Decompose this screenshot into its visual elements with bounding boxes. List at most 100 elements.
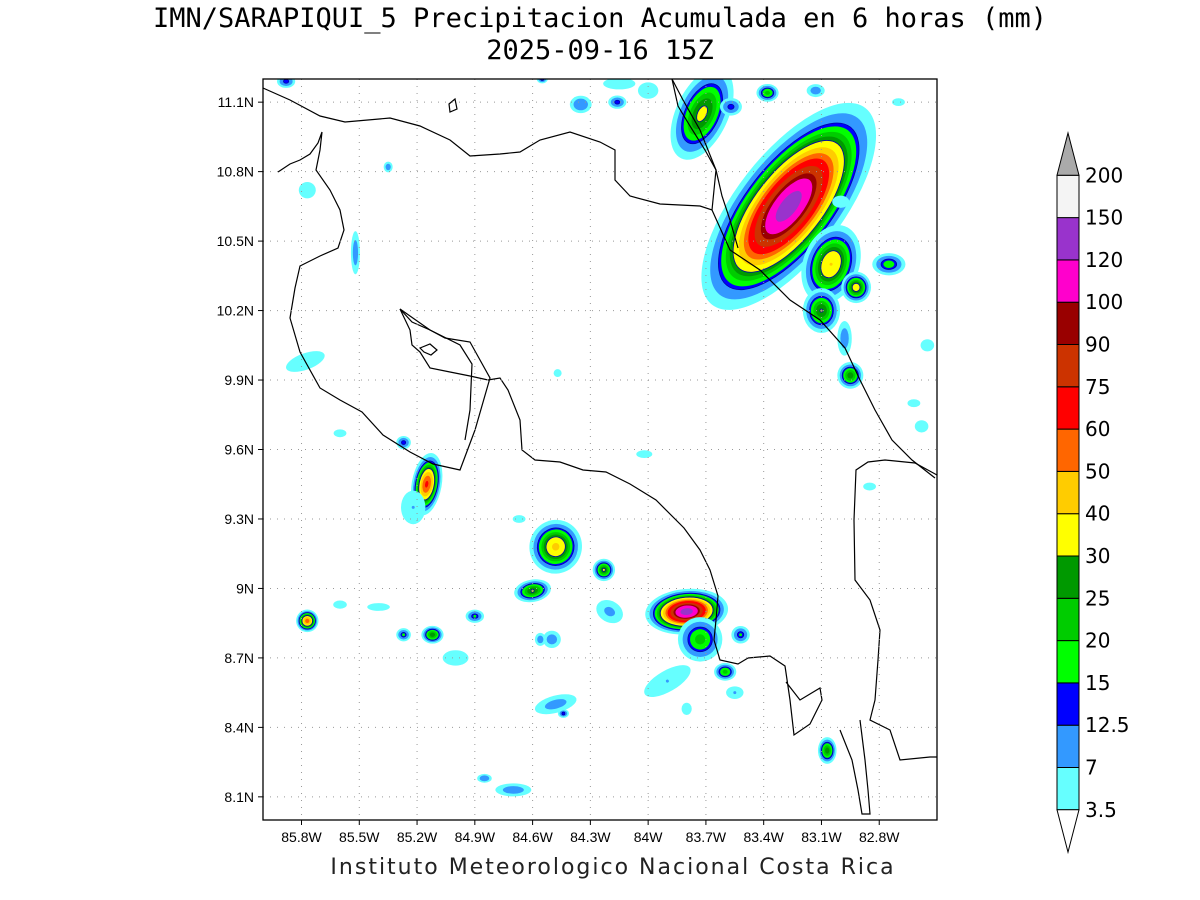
rain-cell	[920, 339, 935, 352]
colorbar-label: 7	[1085, 756, 1098, 780]
contour-band	[402, 633, 406, 637]
contour-band	[385, 163, 391, 171]
colorbar-segment	[1056, 767, 1080, 811]
rain-cell	[333, 429, 347, 438]
lake-island-north	[448, 97, 458, 113]
contour-band	[907, 399, 921, 408]
colorbar: 3.5 7 12.5 15 20 25 30 40 50 60 75 90 100 120 150 200	[1056, 131, 1130, 855]
contour-band	[637, 82, 659, 99]
contour-band	[722, 669, 728, 674]
contour-band	[739, 633, 743, 637]
colorbar-label: 150	[1085, 206, 1123, 230]
colorbar-segment	[1056, 217, 1080, 261]
colorbar-label: 25	[1085, 586, 1110, 610]
rain-cell	[841, 271, 872, 304]
colorbar-segment	[1056, 470, 1080, 515]
x-tick-label: 83.1W	[801, 829, 842, 845]
x-tick-label: 84.9W	[455, 829, 496, 845]
contour-band	[829, 262, 833, 266]
rain-cell	[333, 600, 347, 609]
rain-cell	[726, 686, 744, 699]
contour-band	[680, 608, 693, 616]
contour-band	[601, 568, 606, 572]
contour-band	[920, 339, 935, 352]
y-tick-label: 8.7N	[224, 650, 254, 666]
colorbar-label: 12.5	[1085, 713, 1130, 737]
contour-band	[502, 786, 524, 794]
rain-cell	[892, 98, 905, 107]
contour-band	[696, 105, 708, 122]
contour-band	[283, 79, 290, 84]
contour-band	[544, 699, 567, 710]
x-tick-label: 83.4W	[743, 829, 784, 845]
colorbar-label: 20	[1085, 629, 1110, 653]
contour-band	[892, 98, 905, 107]
colorbar-segment	[1056, 301, 1080, 346]
x-tick-label: 85.8W	[281, 829, 322, 845]
colorbar-segment	[1056, 555, 1080, 599]
rain-cell	[512, 515, 526, 523]
rain-cell	[569, 95, 592, 114]
rain-cell	[542, 630, 561, 648]
colorbar-segment	[1056, 344, 1080, 388]
rain-cell	[872, 253, 906, 276]
rain-cell	[645, 588, 729, 635]
rain-cell	[681, 702, 692, 715]
colorbar-label: 3.5	[1085, 798, 1117, 822]
rain-cell	[644, 665, 691, 697]
x-tick-label: 82.8W	[859, 829, 900, 845]
contour-band	[367, 603, 390, 611]
rain-cell	[832, 195, 850, 208]
rain-cell	[534, 632, 546, 646]
colorbar-label: 90	[1085, 333, 1110, 357]
contour-band	[847, 372, 854, 379]
contour-band	[473, 614, 477, 618]
contour-band	[479, 775, 490, 782]
rain-cell	[553, 369, 562, 377]
rain-cell	[608, 95, 627, 109]
y-tick-label: 10.8N	[217, 164, 254, 180]
y-tick-label: 9.9N	[224, 372, 254, 388]
rain-cell	[837, 321, 852, 356]
contour-band	[727, 103, 735, 110]
contour-band	[825, 747, 830, 754]
contour-band	[810, 86, 821, 95]
rain-cell	[636, 450, 653, 459]
coastline-osa	[747, 655, 823, 737]
contour-band	[636, 450, 653, 459]
rain-cell	[756, 83, 779, 102]
rain-cell	[907, 399, 921, 408]
contour-band	[401, 440, 407, 445]
rain-cell	[596, 600, 623, 624]
x-tick-label: 84.3W	[570, 829, 611, 845]
coastline-burica	[839, 719, 871, 815]
colorbar-segment	[1056, 682, 1080, 726]
border-nicaragua	[671, 79, 739, 249]
y-tick-label: 10.5N	[217, 233, 254, 249]
contour-band	[614, 99, 621, 105]
colorbar-segment	[1056, 513, 1080, 557]
y-tick-label: 8.4N	[224, 719, 254, 735]
contour-band	[573, 98, 588, 111]
contour-band	[733, 691, 737, 695]
rain-cell	[637, 82, 659, 99]
rain-cell	[731, 625, 750, 644]
axis-ticks: 85.8W 85.5W 85.2W 84.9W 84.6W 84.3W 84W 83.7W 83…	[217, 94, 901, 845]
contour-band	[765, 90, 771, 95]
contour-band	[305, 618, 310, 623]
contour-band	[551, 542, 560, 551]
credit-text: Instituto Meteorologico Nacional Costa R…	[330, 855, 896, 880]
contour-band	[840, 328, 849, 349]
rain-cell	[914, 420, 929, 433]
rain-cell	[298, 181, 316, 199]
contour-band	[512, 515, 526, 523]
colorbar-label: 60	[1085, 417, 1110, 441]
rain-cell	[421, 625, 444, 644]
coastline-caribbean	[711, 209, 936, 479]
rain-cell	[350, 231, 360, 275]
x-tick-label: 85.2W	[397, 829, 438, 845]
colorbar-label: 40	[1085, 502, 1110, 526]
rain-cell	[277, 79, 296, 88]
rain-cell	[837, 362, 864, 389]
